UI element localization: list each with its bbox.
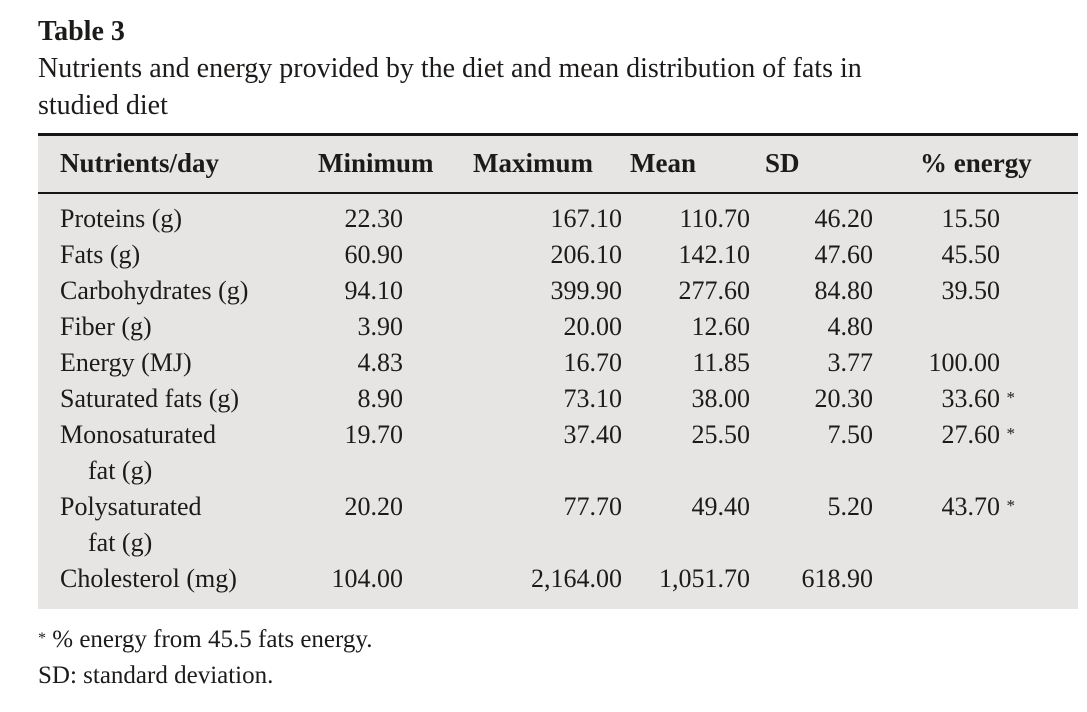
cell-nutrient: Energy (MJ) xyxy=(60,347,192,377)
cell-mean: 110.70 xyxy=(679,203,750,233)
cell-percent-energy: 43.70 * xyxy=(880,489,1078,561)
column-header-minimum: Minimum xyxy=(308,134,443,194)
cell-sd: 47.60 xyxy=(814,239,874,269)
cell-nutrient: Fats (g) xyxy=(60,239,141,269)
column-header-sd: SD xyxy=(758,134,880,194)
cell-minimum: 104.00 xyxy=(331,563,404,593)
cell-percent-energy: 100.00 xyxy=(928,347,1001,377)
cell-nutrient: Proteins (g) xyxy=(60,203,183,233)
cell-nutrient: Saturated fats (g) xyxy=(60,383,240,413)
cell-percent-energy: 39.50 xyxy=(941,275,1001,305)
cell-mean: 1,051.70 xyxy=(659,563,750,593)
cell-sd: 7.50 xyxy=(827,419,874,449)
footnote-marker: * xyxy=(1006,495,1016,515)
cell-sd: 618.90 xyxy=(801,563,874,593)
nutrients-table: Nutrients/day Minimum Maximum Mean SD % … xyxy=(38,133,1078,609)
table-row-polysaturated-fat: Polysaturated fat (g) 20.20 77.70 49.40 5… xyxy=(38,489,1078,561)
column-header-mean: Mean xyxy=(628,134,758,194)
caption-line-1: Nutrients and energy provided by the die… xyxy=(38,53,862,84)
cell-mean: 49.40 xyxy=(691,491,751,521)
footnote-sd: SD: standard deviation. xyxy=(38,661,274,689)
footnote-marker: * xyxy=(1006,387,1016,407)
cell-mean: 12.60 xyxy=(691,311,751,341)
cell-maximum: 77.70 xyxy=(563,491,623,521)
cell-maximum: 73.10 xyxy=(563,383,623,413)
cell-minimum: 60.90 xyxy=(344,239,404,269)
cell-sd: 46.20 xyxy=(814,203,874,233)
cell-mean: 25.50 xyxy=(691,419,751,449)
cell-percent-energy xyxy=(880,309,1078,345)
cell-nutrient: Fiber (g) xyxy=(60,311,152,341)
cell-maximum: 37.40 xyxy=(563,419,623,449)
table-row-fiber: Fiber (g) 3.90 20.00 12.60 4.80 xyxy=(38,309,1078,345)
paper-table-figure: Table 3 Nutrients and energy provided by… xyxy=(38,16,1087,694)
cell-sd: 84.80 xyxy=(814,275,874,305)
table-caption: Nutrients and energy provided by the die… xyxy=(38,50,1087,124)
cell-mean: 142.10 xyxy=(678,239,751,269)
table-footnotes: * % energy from 45.5 fats energy. SD: st… xyxy=(38,622,1087,694)
cell-minimum: 3.90 xyxy=(357,311,404,341)
cell-sd: 5.20 xyxy=(827,491,874,521)
cell-maximum: 206.10 xyxy=(550,239,623,269)
column-header-percent-energy: % energy xyxy=(880,134,1078,194)
cell-percent-energy xyxy=(880,561,1078,609)
table-row-carbohydrates: Carbohydrates (g) 94.10 399.90 277.60 84… xyxy=(38,273,1078,309)
footnote-marker: * xyxy=(1006,423,1016,443)
cell-minimum: 94.10 xyxy=(344,275,404,305)
cell-mean: 11.85 xyxy=(692,347,750,377)
cell-maximum: 399.90 xyxy=(550,275,623,305)
cell-minimum: 8.90 xyxy=(357,383,404,413)
table-row-fats: Fats (g) 60.90 206.10 142.10 47.60 45.50 xyxy=(38,237,1078,273)
cell-maximum: 2,164.00 xyxy=(531,563,622,593)
cell-percent-energy: 15.50 xyxy=(941,203,1001,233)
cell-percent-energy: 45.50 xyxy=(941,239,1001,269)
column-header-maximum: Maximum xyxy=(443,134,628,194)
cell-minimum: 20.20 xyxy=(344,491,404,521)
table-row-cholesterol: Cholesterol (mg) 104.00 2,164.00 1,051.7… xyxy=(38,561,1078,609)
cell-maximum: 20.00 xyxy=(563,311,623,341)
cell-sd: 4.80 xyxy=(827,311,874,341)
cell-nutrient: Monosaturated fat (g) xyxy=(60,419,216,485)
column-header-nutrients-day: Nutrients/day xyxy=(38,134,308,194)
table-row-proteins: Proteins (g) 22.30 167.10 110.70 46.20 1… xyxy=(38,193,1078,237)
cell-mean: 277.60 xyxy=(678,275,751,305)
cell-sd: 20.30 xyxy=(814,383,874,413)
table-number-label: Table 3 xyxy=(38,16,125,47)
cell-percent-energy: 33.60 * xyxy=(880,381,1078,417)
cell-nutrient: Carbohydrates (g) xyxy=(60,275,249,305)
cell-mean: 38.00 xyxy=(691,383,751,413)
cell-minimum: 19.70 xyxy=(344,419,404,449)
footnote-star-symbol: * xyxy=(38,629,46,647)
cell-sd: 3.77 xyxy=(827,347,874,377)
table-row-energy: Energy (MJ) 4.83 16.70 11.85 3.77 100.00 xyxy=(38,345,1078,381)
cell-maximum: 16.70 xyxy=(563,347,623,377)
cell-minimum: 22.30 xyxy=(344,203,404,233)
footnote-energy-text: % energy from 45.5 fats energy. xyxy=(46,625,373,653)
cell-nutrient: Polysaturated fat (g) xyxy=(60,491,202,557)
table-row-saturated-fats: Saturated fats (g) 8.90 73.10 38.00 20.3… xyxy=(38,381,1078,417)
cell-nutrient: Cholesterol (mg) xyxy=(60,563,237,593)
cell-percent-energy: 27.60 * xyxy=(880,417,1078,489)
footnote-energy: * % energy from 45.5 fats energy. xyxy=(38,622,1087,658)
table-row-monosaturated-fat: Monosaturated fat (g) 19.70 37.40 25.50 7… xyxy=(38,417,1078,489)
table-header-row: Nutrients/day Minimum Maximum Mean SD % … xyxy=(38,134,1078,194)
cell-maximum: 167.10 xyxy=(550,203,623,233)
cell-minimum: 4.83 xyxy=(357,347,404,377)
caption-line-2: studied diet xyxy=(38,90,168,121)
